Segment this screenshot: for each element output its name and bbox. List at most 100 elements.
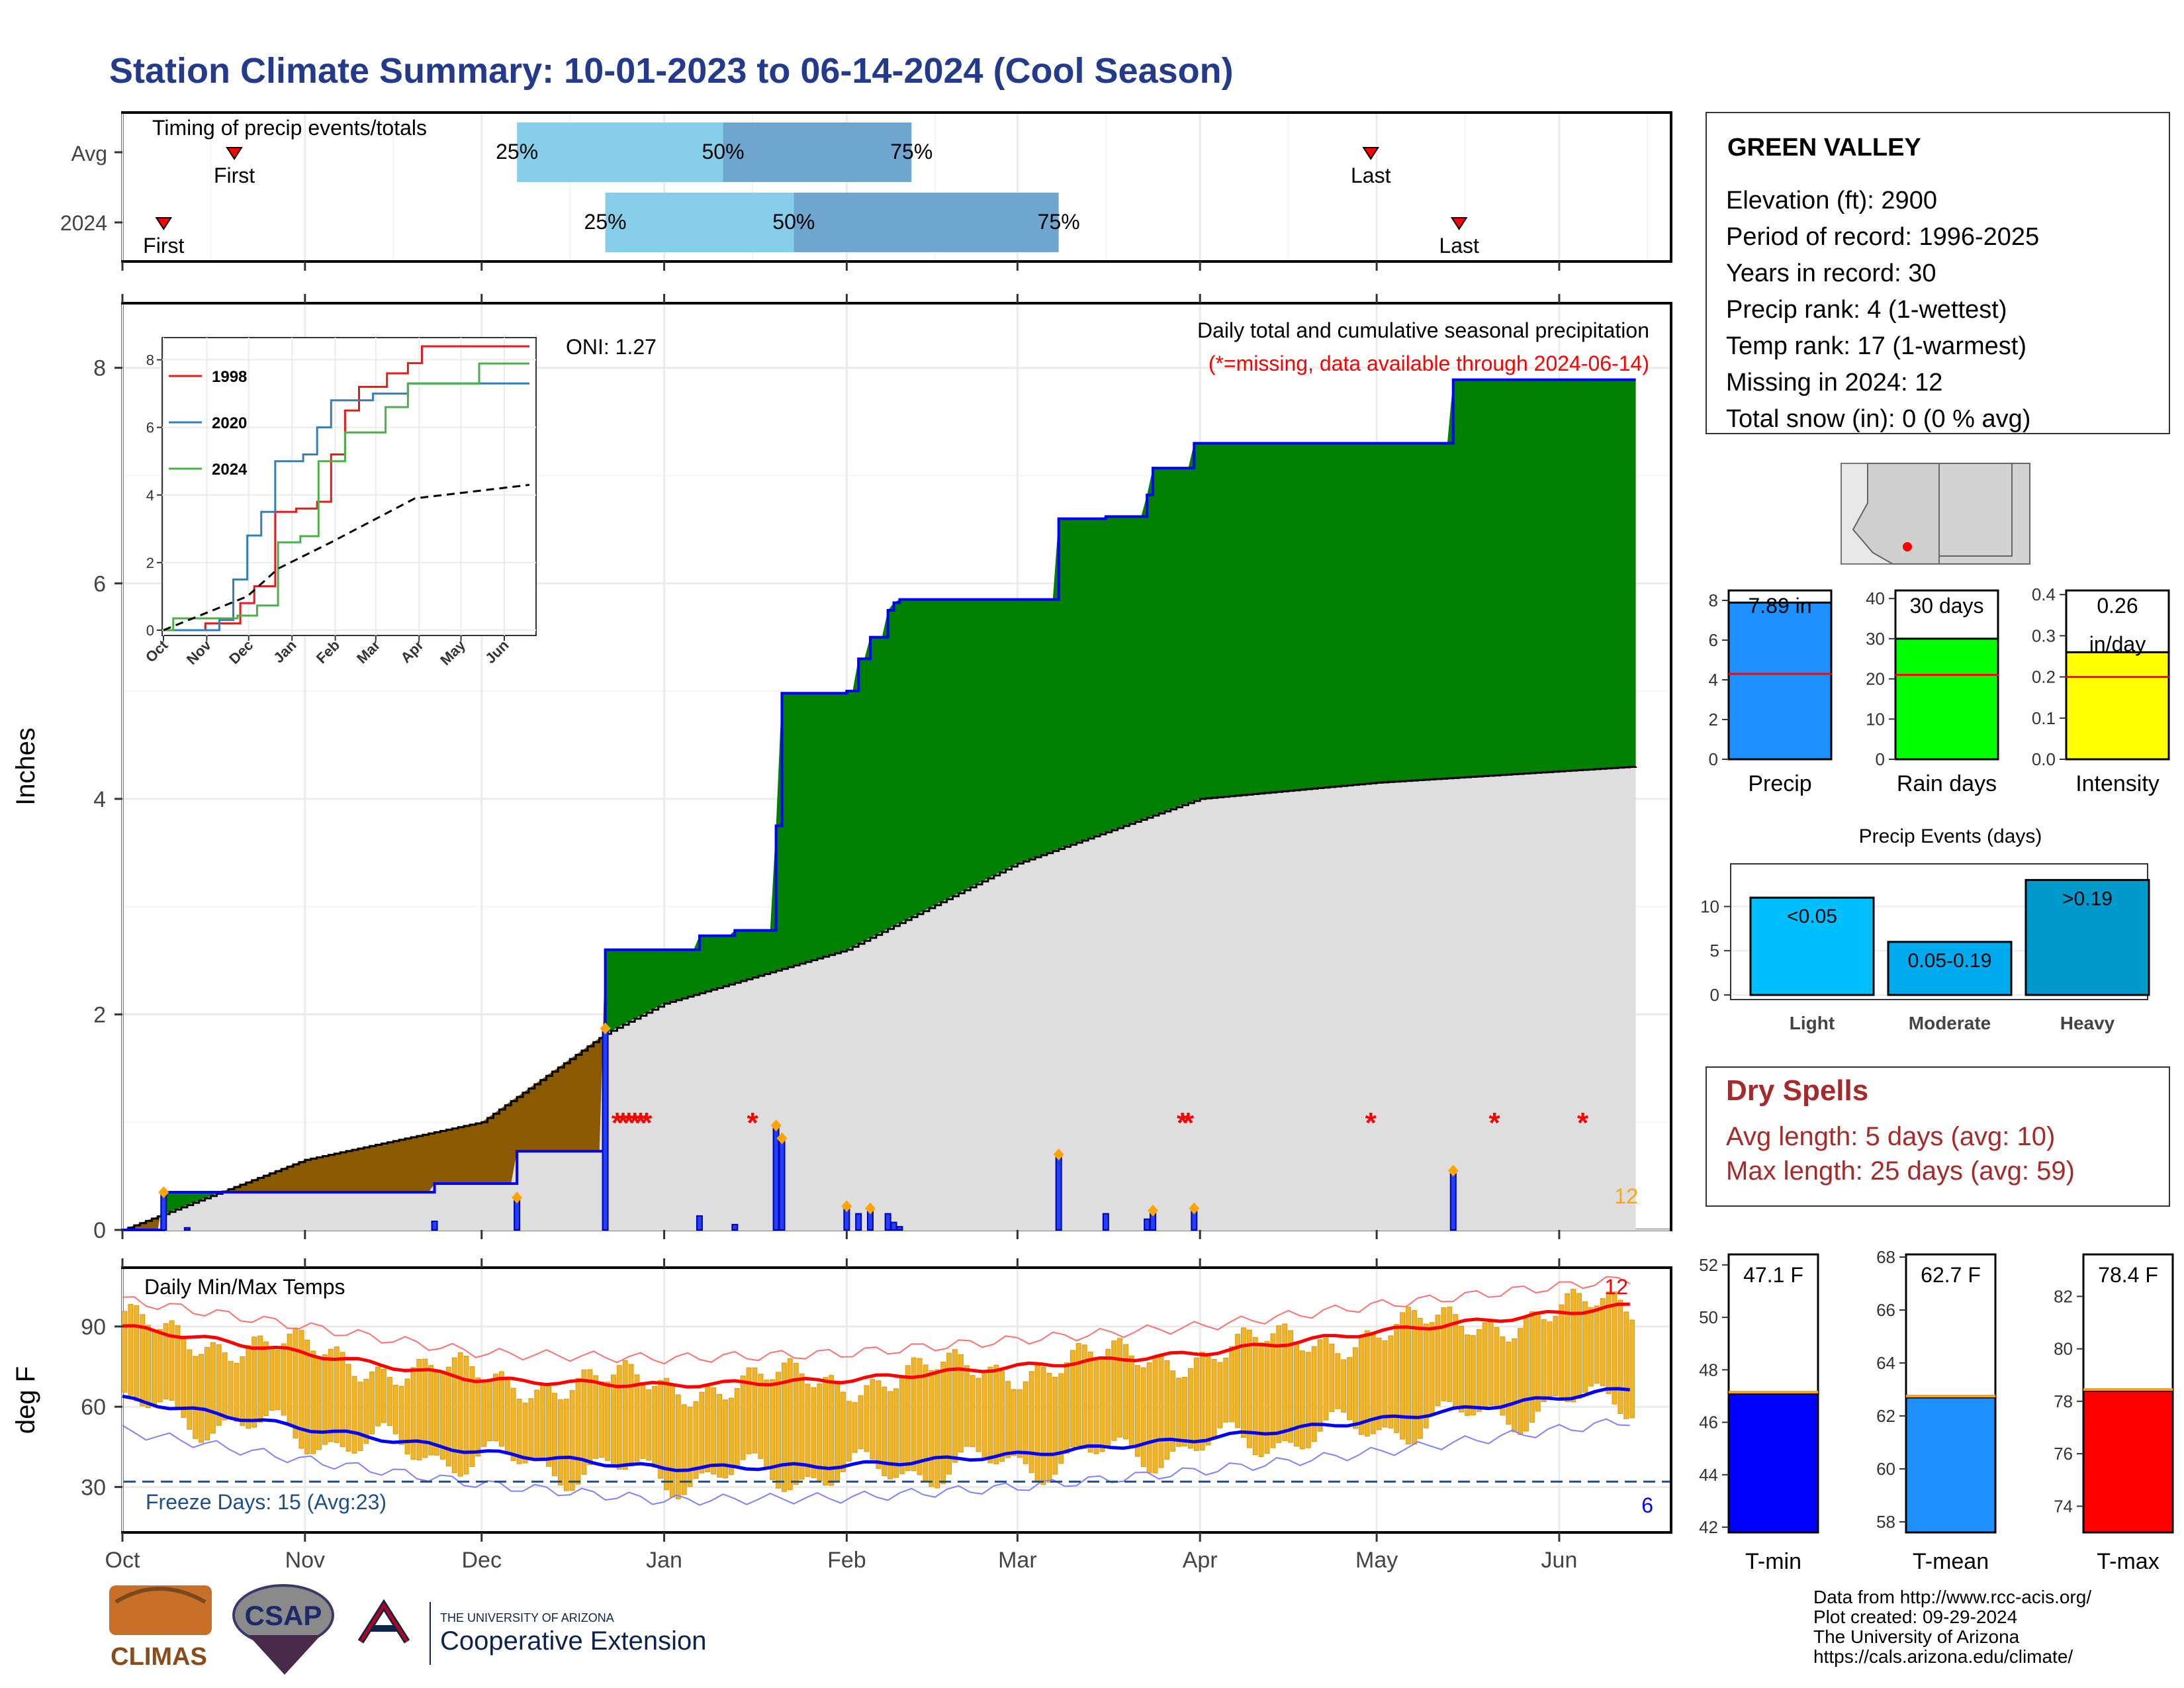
precip-events-bar: [1887, 941, 2013, 996]
temp-daily-range-bar: [1447, 1306, 1453, 1402]
temp-daily-range-bar: [304, 1339, 310, 1454]
precip-events-bar-label: Heavy: [2060, 1013, 2115, 1033]
temp-range-bars: [122, 1289, 1635, 1499]
precip-daily-bar: [1449, 1170, 1457, 1231]
summary-bar-label: Precip: [1748, 771, 1811, 796]
temp-daily-range-bar: [404, 1378, 410, 1454]
temp-daily-range-bar: [1264, 1340, 1270, 1454]
temp-daily-range-bar: [240, 1356, 246, 1427]
temp-daily-range-bar: [310, 1350, 316, 1454]
precip-daily-bar: [890, 1221, 897, 1231]
temp-daily-range-bar: [858, 1395, 864, 1450]
temp-summary-tick-label: 76: [2054, 1444, 2073, 1464]
temp-daily-range-bar: [893, 1388, 899, 1478]
inset-series-line: [163, 362, 529, 632]
credits: Data from http://www.rcc-acis.org/Plot c…: [1813, 1587, 2091, 1667]
temp-daily-range-bar: [1158, 1354, 1164, 1468]
precip-events-content: 0 5 10 <0.05 Light 0.05-0.19 Moderate >0.19 Heav…: [1700, 878, 2150, 1033]
climas-logo: CLIMAS: [109, 1585, 212, 1671]
temp-daily-range-bar: [999, 1370, 1005, 1462]
temp-daily-range-bar: [1028, 1371, 1034, 1474]
temp-daily-range-bar: [1358, 1336, 1364, 1435]
precip-above-normal-area: [605, 379, 1636, 1034]
temp-daily-range-bar: [1382, 1340, 1388, 1428]
precip-missing-markers: ****** * ** * * *: [612, 1107, 1589, 1139]
temp-daily-range-bar: [1294, 1341, 1299, 1447]
temp-summary-tick-label: 50: [1699, 1307, 1718, 1327]
temp-daily-range-bar: [958, 1354, 964, 1453]
temp-daily-range-bar: [1034, 1365, 1040, 1481]
temp-daily-range-bar: [1199, 1352, 1205, 1451]
temp-daily-range-bar: [628, 1364, 634, 1467]
station-info-line: Missing in 2024: 12: [1726, 369, 1942, 397]
temp-daily-range-bar: [1435, 1315, 1441, 1407]
precip-daily-marker: [776, 1132, 788, 1145]
temp-daily-range-bar: [852, 1402, 858, 1453]
temp-daily-range-bar: [1547, 1321, 1553, 1397]
missing-date-marker: *: [1577, 1107, 1589, 1139]
temp-daily-range-bar: [357, 1382, 363, 1451]
temp-daily-range-bar: [1541, 1319, 1547, 1403]
temp-daily-range-bar: [1394, 1324, 1400, 1433]
temp-daily-range-bar: [1011, 1389, 1017, 1456]
temp-daily-range-bar: [181, 1336, 187, 1418]
precip-events-bar: [1749, 896, 1875, 996]
temp-daily-range-bar: [1182, 1376, 1187, 1446]
precip-daily-marker: [1447, 1164, 1459, 1177]
missing-date-marker: *: [635, 1107, 647, 1139]
inset-y-tick-label: 6: [146, 420, 154, 436]
temp-summary-value-label: 78.4 F: [2098, 1263, 2158, 1287]
temp-summary-tick-label: 60: [1876, 1459, 1895, 1479]
station-info-line: Precip rank: 4 (1-wettest): [1726, 296, 2007, 324]
temp-daily-range-bar: [1329, 1343, 1335, 1412]
temp-summary-label: T-max: [2097, 1549, 2159, 1574]
temp-daily-range-bar: [870, 1379, 876, 1460]
precip-y-tick-label: 4: [93, 787, 106, 812]
temp-daily-range-bar: [1376, 1337, 1382, 1430]
station-info-line: Years in record: 30: [1726, 259, 1936, 287]
precip-events-bar: [2025, 878, 2150, 996]
summary-bar-tick-label: 0: [1876, 749, 1885, 769]
temp-daily-range-bar: [664, 1378, 669, 1490]
missing-date-marker: *: [747, 1107, 758, 1139]
station-name: GREEN VALLEY: [1727, 134, 1921, 162]
missing-date-marker: *: [629, 1107, 641, 1139]
temp-daily-range-bar: [210, 1342, 216, 1434]
temp-daily-range-bar: [322, 1354, 328, 1445]
precip-daily-marker: [1148, 1204, 1159, 1217]
timing-first-marker: [155, 217, 173, 230]
precip-events-bar-range: 0.05-0.19: [1908, 950, 1992, 972]
x-axis: Oct Nov Dec Jan Feb Mar Apr May Jun: [105, 261, 1577, 1573]
temp-daily-range-bar: [398, 1385, 404, 1445]
temp-daily-range-bar: [1046, 1372, 1052, 1483]
temp-daily-range-bar: [1406, 1307, 1412, 1444]
temp-daily-range-bar: [199, 1354, 205, 1443]
temp-daily-range-bar: [764, 1380, 770, 1469]
temp-daily-range-bar: [1111, 1340, 1117, 1441]
temp-daily-range-bar: [905, 1365, 911, 1472]
temp-daily-range-bar: [1459, 1325, 1465, 1413]
precip-below-normal-area: [222, 949, 606, 1193]
temp-daily-range-bar: [216, 1344, 222, 1426]
station-info-line: Temp rank: 17 (1-warmest): [1726, 332, 2026, 360]
temp-daily-range-bar: [911, 1357, 917, 1472]
temp-daily-range-bar: [422, 1358, 428, 1458]
temp-daily-range-bar: [222, 1352, 228, 1421]
temp-summary-tick-label: 46: [1699, 1413, 1718, 1432]
temp-daily-range-bar: [1064, 1362, 1069, 1454]
temp-daily-range-bar: [1052, 1376, 1058, 1475]
oni-value: ONI: 1.27: [566, 335, 657, 359]
temp-daily-range-bar: [734, 1387, 740, 1468]
timing-panel: 25% 50% 75% First Last 25% 50% 75% First Last Tim…: [60, 111, 1672, 263]
credit-line: https://cals.arizona.edu/climate/: [1813, 1646, 2073, 1667]
temp-daily-range-bar: [410, 1367, 416, 1460]
temp-daily-range-bar: [1288, 1330, 1294, 1443]
temp-daily-range-bar: [740, 1376, 746, 1460]
inset-series-line: [163, 382, 529, 632]
temp-daily-range-bar: [1347, 1357, 1353, 1421]
temp-daily-range-bar: [1606, 1291, 1612, 1394]
temp-daily-range-bar: [723, 1399, 728, 1479]
temp-daily-range-bar: [1353, 1347, 1358, 1429]
temp-daily-range-bar: [1099, 1356, 1105, 1452]
